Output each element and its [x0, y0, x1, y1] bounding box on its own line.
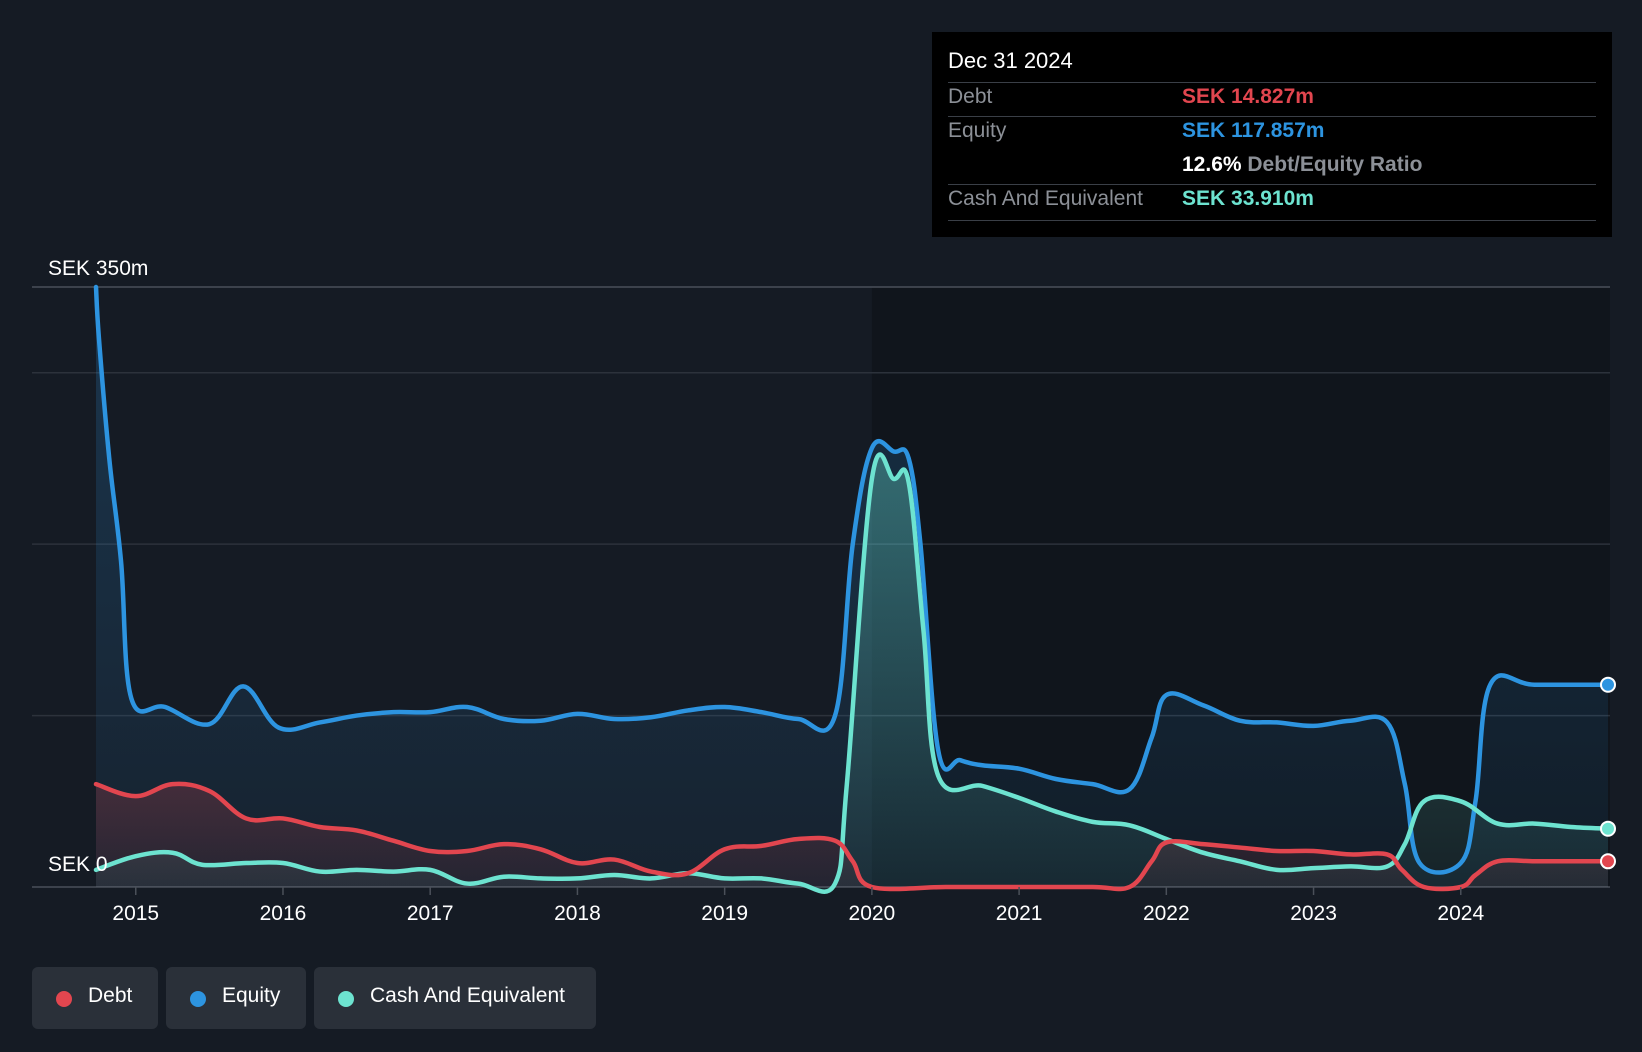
- legend-equity-label: Equity: [222, 984, 281, 1007]
- cash-line: [93, 452, 1611, 894]
- tooltip-divider: [948, 116, 1596, 117]
- tooltip-debt-row: Debt SEK 14.827m: [948, 81, 1596, 115]
- debt-end-marker: [1600, 853, 1616, 870]
- y-axis-bottom-label: SEK 0: [48, 853, 108, 876]
- equity-area: [96, 287, 1608, 887]
- tooltip-divider: [948, 184, 1596, 185]
- x-tick-label: 2022: [1143, 902, 1190, 925]
- equity-dot-icon: [190, 991, 206, 1007]
- x-tick-label: 2017: [407, 902, 454, 925]
- legend-cash-label: Cash And Equivalent: [370, 984, 565, 1007]
- x-axis: 2015 2016 2017 2018 2019 2020 2021 2022 2023 2024: [112, 887, 1484, 925]
- x-tick-label: 2018: [554, 902, 601, 925]
- legend-item-debt[interactable]: Debt: [32, 967, 158, 1029]
- x-tick-label: 2016: [260, 902, 307, 925]
- equity-end-marker: [1600, 676, 1616, 693]
- debt-area: [96, 783, 1608, 890]
- x-tick-label: 2023: [1290, 902, 1337, 925]
- x-tick-label: 2021: [996, 902, 1043, 925]
- legend-item-cash[interactable]: Cash And Equivalent: [314, 967, 596, 1029]
- debt-dot-icon: [56, 991, 72, 1007]
- series-endpoints: [1600, 676, 1616, 870]
- tooltip-divider: [948, 82, 1596, 83]
- cash-dot-icon: [338, 991, 354, 1007]
- tooltip-equity-row: Equity SEK 117.857m: [948, 115, 1596, 149]
- tooltip-date: Dec 31 2024: [948, 48, 1073, 73]
- equity-line: [93, 284, 1611, 875]
- x-tick-label: 2024: [1437, 902, 1484, 925]
- tooltip-ratio-label: Debt/Equity Ratio: [1247, 153, 1423, 176]
- tooltip-panel: Dec 31 2024 Debt SEK 14.827m Equity SEK …: [932, 32, 1612, 237]
- tooltip-cash-label: Cash And Equivalent: [948, 187, 1143, 210]
- legend-item-equity[interactable]: Equity: [166, 967, 306, 1029]
- x-tick-label: 2019: [701, 902, 748, 925]
- x-tick-label: 2015: [112, 902, 159, 925]
- cash-end-marker: [1600, 820, 1616, 837]
- legend-debt-label: Debt: [88, 984, 133, 1007]
- tooltip-ratio: 12.6% Debt/Equity Ratio: [1182, 153, 1422, 177]
- tooltip-debt-value: SEK 14.827m: [1182, 85, 1314, 108]
- series-lines: [93, 284, 1611, 894]
- cash-area: [96, 454, 1608, 892]
- debt-line: [93, 781, 1611, 892]
- y-axis-top-label: SEK 350m: [48, 257, 148, 280]
- tooltip-cash-value: SEK 33.910m: [1182, 187, 1314, 210]
- tooltip-debt-label: Debt: [948, 85, 993, 108]
- series-areas: [96, 287, 1608, 892]
- tooltip-divider: [948, 220, 1596, 221]
- tooltip-equity-value: SEK 117.857m: [1182, 119, 1325, 142]
- tooltip-ratio-row: 12.6% Debt/Equity Ratio: [948, 149, 1596, 183]
- tooltip-cash-row: Cash And Equivalent SEK 33.910m: [948, 183, 1596, 217]
- tooltip-ratio-value: 12.6%: [1182, 153, 1242, 176]
- x-tick-label: 2020: [849, 902, 896, 925]
- tooltip-equity-label: Equity: [948, 119, 1007, 142]
